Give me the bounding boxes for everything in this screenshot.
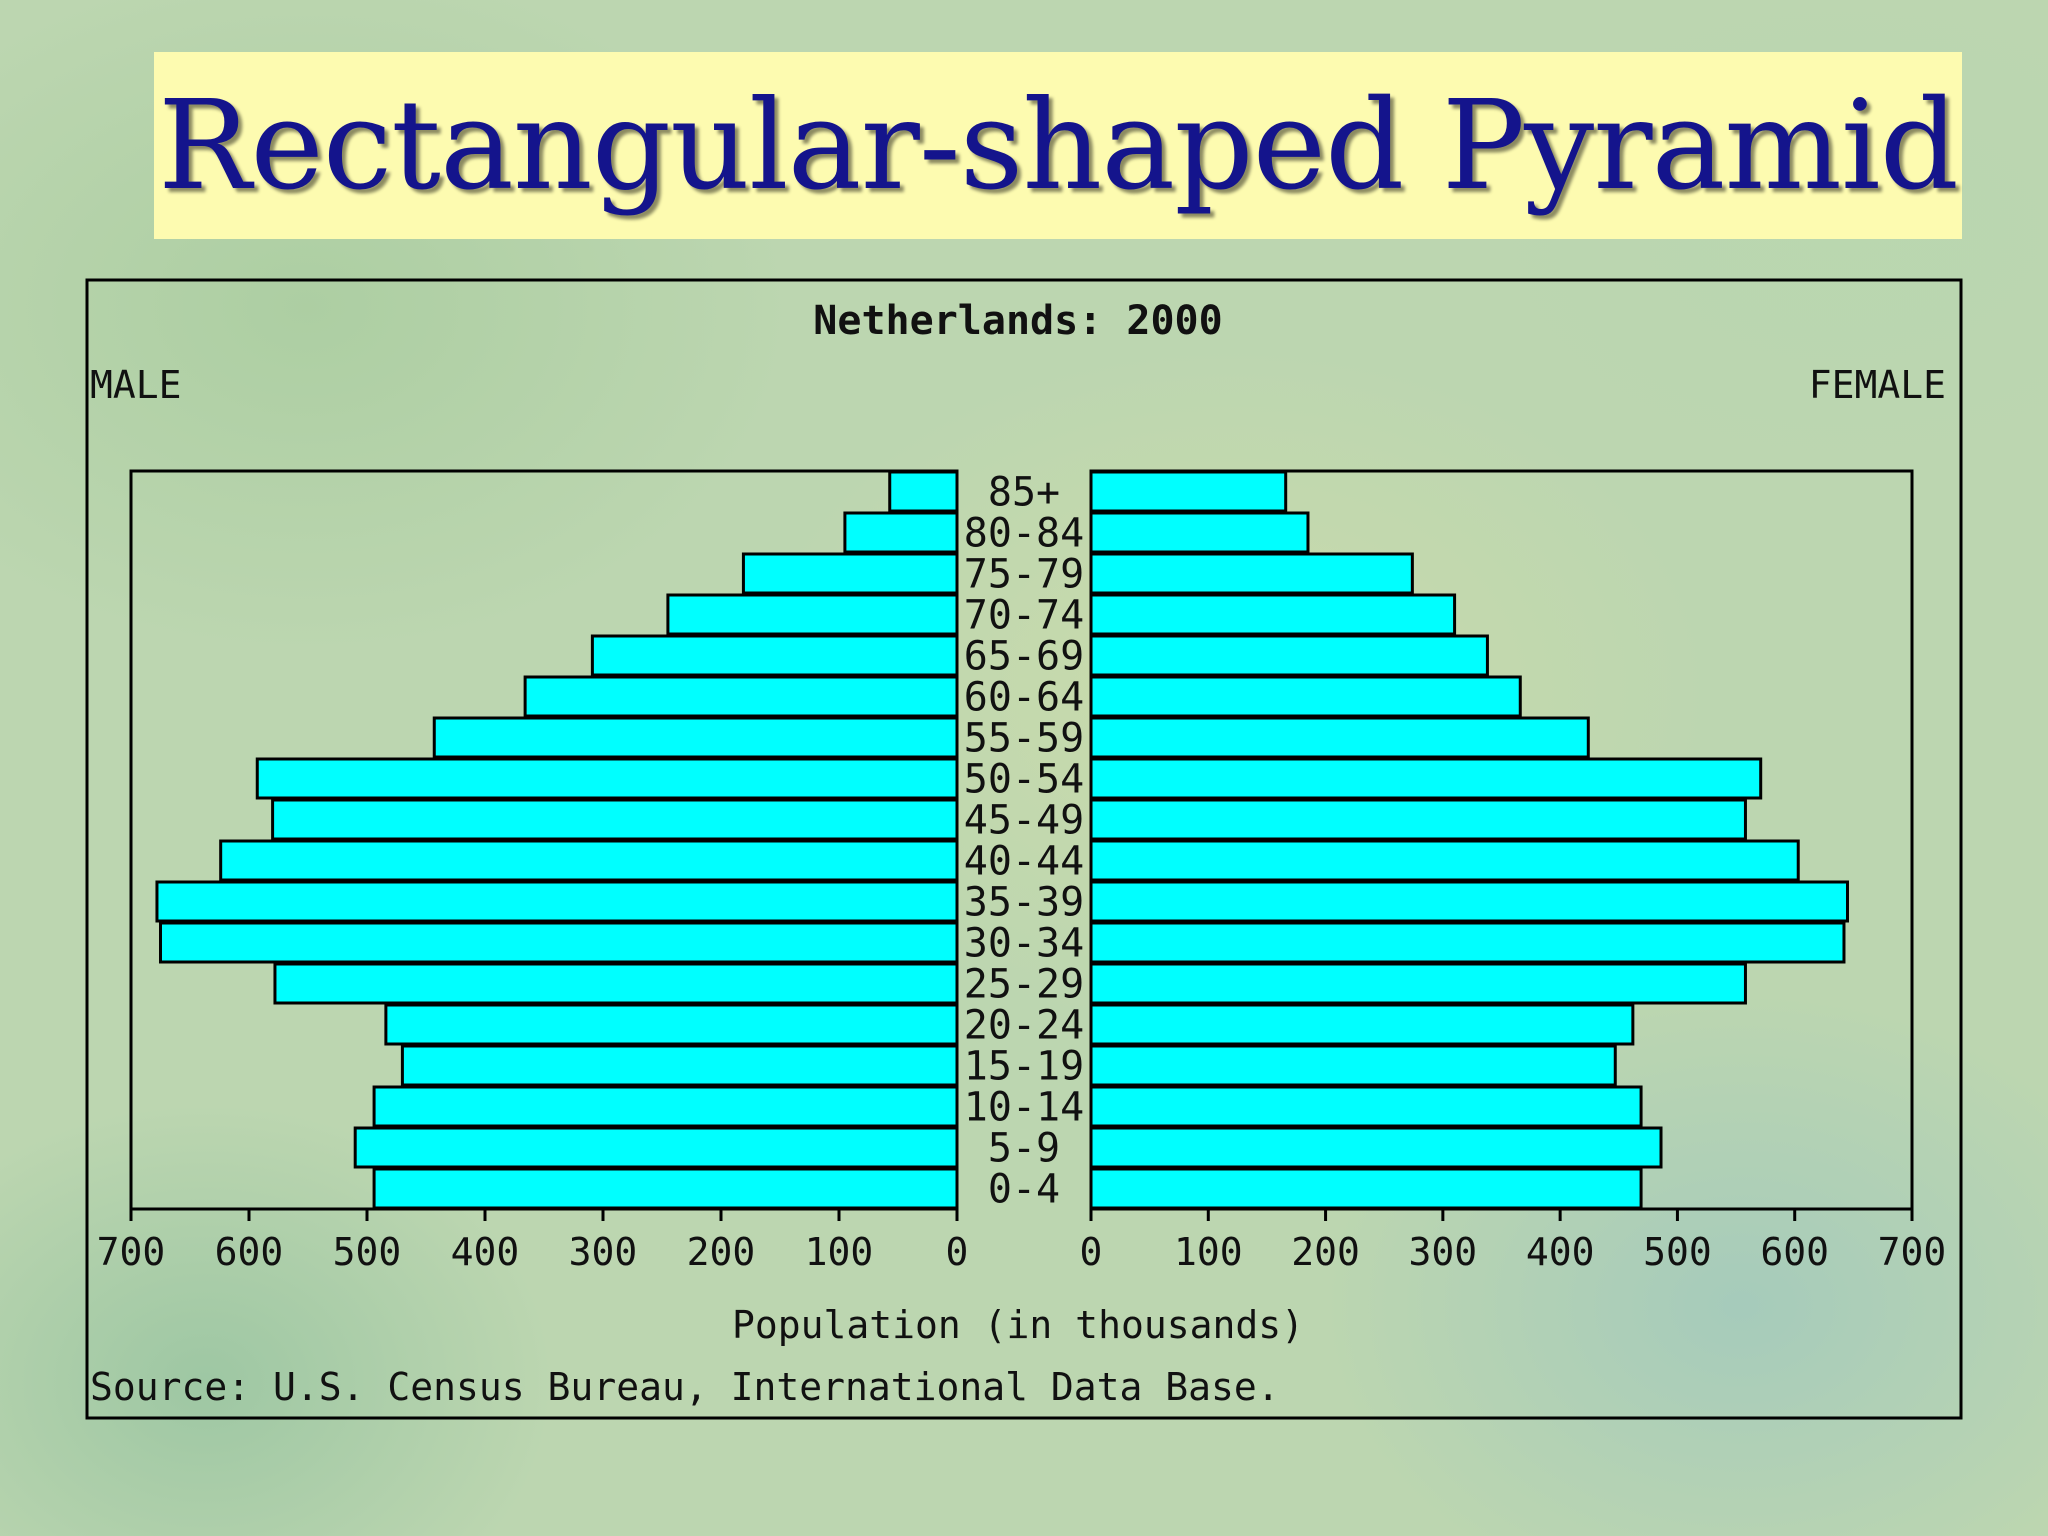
age-label-30-34: 30-34 <box>964 921 1084 967</box>
female-bar-40-44 <box>1089 839 1800 882</box>
male-bar-80-84 <box>843 511 959 554</box>
female-bar-85+ <box>1089 470 1288 513</box>
male-axis-ticks: 0 100 200 300 400 500 600 700 <box>97 1209 969 1274</box>
age-label-80-84: 80-84 <box>964 511 1084 557</box>
male-bar-75-79 <box>741 552 959 595</box>
age-label-85+: 85+ <box>988 470 1060 516</box>
male-tick-label-100: 100 <box>805 1230 874 1274</box>
female-tick-label-300: 300 <box>1409 1230 1478 1274</box>
female-tick-label-600: 600 <box>1760 1230 1829 1274</box>
female-bar-70-74 <box>1089 593 1457 636</box>
age-label-40-44: 40-44 <box>964 839 1084 885</box>
female-bar-60-64 <box>1089 675 1522 718</box>
source-note: Source: U.S. Census Bureau, Internationa… <box>90 1365 1280 1409</box>
male-bar-20-24 <box>384 1003 959 1046</box>
female-bar-30-34 <box>1089 921 1846 964</box>
age-label-60-64: 60-64 <box>964 675 1084 721</box>
male-tick-label-700: 700 <box>97 1230 166 1274</box>
male-bar-50-54 <box>255 757 959 800</box>
x-axis-label: Population (in thousands) <box>732 1303 1304 1347</box>
male-label: MALE <box>90 363 182 407</box>
age-label-5-9: 5-9 <box>988 1126 1060 1172</box>
age-label-50-54: 50-54 <box>964 757 1084 803</box>
male-tick-label-0: 0 <box>946 1230 969 1274</box>
female-bar-45-49 <box>1089 798 1747 841</box>
female-bar-75-79 <box>1089 552 1414 595</box>
age-label-45-49: 45-49 <box>964 798 1084 844</box>
female-bar-10-14 <box>1089 1085 1643 1128</box>
male-bar-55-59 <box>432 716 959 759</box>
age-group-labels: 85+80-8475-7970-7465-6960-6455-5950-5445… <box>964 470 1084 1213</box>
age-label-70-74: 70-74 <box>964 593 1084 639</box>
male-tick-label-300: 300 <box>569 1230 638 1274</box>
female-tick-label-400: 400 <box>1526 1230 1595 1274</box>
age-label-55-59: 55-59 <box>964 716 1084 762</box>
male-tick-label-500: 500 <box>333 1230 402 1274</box>
male-bar-85+ <box>888 470 959 513</box>
female-bar-50-54 <box>1089 757 1763 800</box>
female-axis-ticks: 0 100 200 300 400 500 600 700 <box>1080 1209 1947 1274</box>
female-bar-55-59 <box>1089 716 1590 759</box>
age-label-20-24: 20-24 <box>964 1003 1084 1049</box>
male-tick-label-200: 200 <box>687 1230 756 1274</box>
female-tick-label-100: 100 <box>1174 1230 1243 1274</box>
male-bars <box>155 470 959 1210</box>
age-label-10-14: 10-14 <box>964 1085 1084 1131</box>
male-bar-45-49 <box>271 798 959 841</box>
age-label-75-79: 75-79 <box>964 552 1084 598</box>
male-bar-0-4 <box>372 1167 959 1210</box>
female-bar-0-4 <box>1089 1167 1643 1210</box>
slide-title: Rectangular-shaped Pyramid <box>157 73 1959 218</box>
age-label-65-69: 65-69 <box>964 634 1084 680</box>
male-bar-5-9 <box>353 1126 959 1169</box>
chart-title: Netherlands: 2000 <box>813 298 1222 344</box>
male-tick-label-400: 400 <box>451 1230 520 1274</box>
female-bar-35-39 <box>1089 880 1849 923</box>
age-label-15-19: 15-19 <box>964 1044 1084 1090</box>
male-bar-25-29 <box>273 962 959 1005</box>
chart-outer-frame <box>85 278 1963 1420</box>
title-banner: Rectangular-shaped Pyramid <box>154 52 1962 239</box>
male-bar-15-19 <box>400 1044 959 1087</box>
male-bar-70-74 <box>666 593 959 636</box>
male-bar-35-39 <box>155 880 959 923</box>
male-tick-label-600: 600 <box>215 1230 284 1274</box>
female-bar-5-9 <box>1089 1126 1663 1169</box>
male-bar-40-44 <box>219 839 959 882</box>
female-tick-label-200: 200 <box>1291 1230 1360 1274</box>
female-bar-15-19 <box>1089 1044 1617 1087</box>
male-bar-60-64 <box>523 675 959 718</box>
female-bar-20-24 <box>1089 1003 1635 1046</box>
female-tick-label-500: 500 <box>1643 1230 1712 1274</box>
female-tick-label-0: 0 <box>1080 1230 1103 1274</box>
male-bar-10-14 <box>372 1085 959 1128</box>
female-bars <box>1089 470 1849 1210</box>
age-label-25-29: 25-29 <box>964 962 1084 1008</box>
female-label: FEMALE <box>1809 363 1946 407</box>
female-bar-80-84 <box>1089 511 1310 554</box>
female-bar-25-29 <box>1089 962 1747 1005</box>
age-label-35-39: 35-39 <box>964 880 1084 926</box>
age-label-0-4: 0-4 <box>988 1167 1060 1213</box>
female-bar-65-69 <box>1089 634 1489 677</box>
female-tick-label-700: 700 <box>1878 1230 1947 1274</box>
male-bar-30-34 <box>159 921 959 964</box>
male-bar-65-69 <box>590 634 959 677</box>
